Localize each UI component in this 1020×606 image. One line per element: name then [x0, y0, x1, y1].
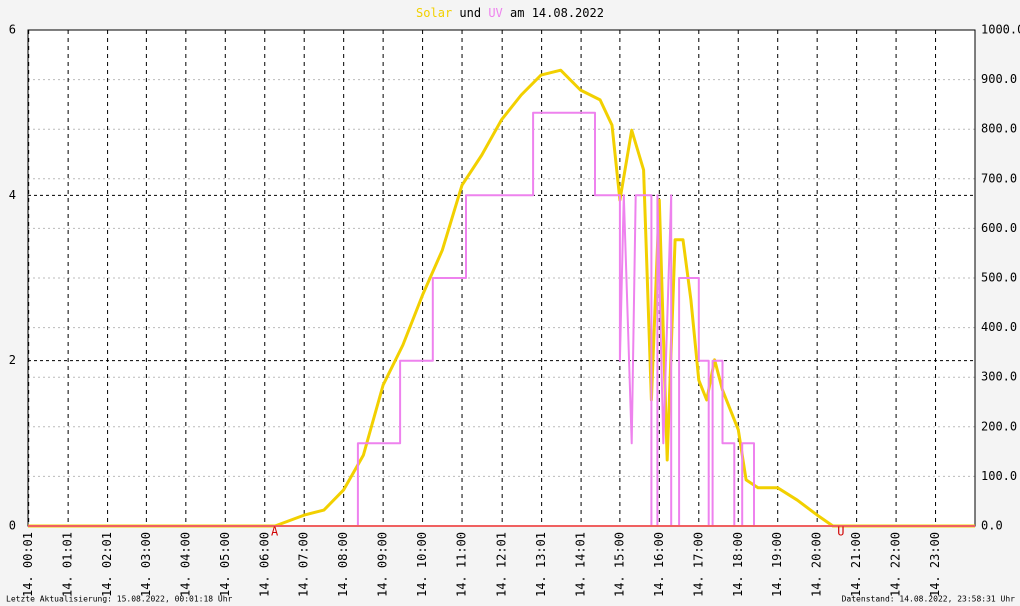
chart-title: Solar und UV am 14.08.2022	[416, 6, 604, 20]
title-uv: UV	[488, 6, 502, 20]
y2-tick-label: 600.0	[981, 221, 1017, 235]
title-connector: und	[459, 6, 481, 20]
plot-area	[28, 30, 975, 526]
x-tick-label: 14. 04:00	[178, 532, 192, 597]
x-tick-label: 14. 18:00	[731, 532, 745, 597]
x-tick-label: 14. 23:00	[928, 532, 942, 597]
y2-tick-label: 200.0	[981, 419, 1017, 433]
x-tick-label: 14. 07:00	[297, 532, 311, 597]
y2-tick-label: 500.0	[981, 271, 1017, 285]
y2-tick-label: 400.0	[981, 320, 1017, 334]
x-tick-label: 14. 14:01	[574, 532, 588, 597]
x-tick-label: 14. 15:00	[612, 532, 626, 597]
y-tick-label: 2	[9, 353, 16, 367]
y-tick-label: 6	[9, 23, 16, 37]
y2-tick-label: 0.0	[981, 519, 1003, 533]
y2-tick-label: 700.0	[981, 171, 1017, 185]
y-tick-label: 4	[9, 188, 16, 202]
x-tick-label: 14. 21:00	[849, 532, 863, 597]
y-tick-label: 0	[9, 519, 16, 533]
x-tick-label: 14. 11:00	[455, 532, 469, 597]
x-tick-label: 14. 19:00	[770, 532, 784, 597]
footer-left: Letzte Aktualisierung: 15.08.2022, 00:01…	[6, 595, 233, 604]
x-tick-label: 14. 05:00	[218, 532, 232, 597]
annotation: A	[271, 525, 279, 539]
series-line	[28, 111, 975, 527]
title-date: am 14.08.2022	[510, 6, 604, 20]
x-tick-label: 14. 09:00	[376, 532, 390, 597]
annotation: U	[837, 525, 844, 539]
y2-tick-label: 800.0	[981, 122, 1017, 136]
x-tick-label: 14. 13:01	[534, 532, 548, 597]
y2-tick-label: 1000.0	[981, 23, 1020, 37]
x-tick-label: 14. 03:00	[139, 532, 153, 597]
x-tick-label: 14. 01:01	[61, 532, 75, 597]
x-tick-label: 14. 12:01	[495, 532, 509, 597]
x-tick-label: 14. 20:00	[810, 532, 824, 597]
x-tick-label: 14. 06:00	[257, 532, 271, 597]
y2-tick-label: 900.0	[981, 72, 1017, 86]
x-tick-label: 14. 17:00	[691, 532, 705, 597]
y2-tick-label: 300.0	[981, 370, 1017, 384]
x-tick-label: 14. 02:01	[100, 532, 114, 597]
x-tick-label: 14. 16:00	[652, 532, 666, 597]
x-tick-label: 14. 00:01	[21, 532, 35, 597]
footer-right: Datenstand: 14.08.2022, 23:58:31 Uhr	[842, 595, 1016, 604]
x-tick-label: 14. 08:00	[336, 532, 350, 597]
x-tick-label: 14. 10:00	[415, 532, 429, 597]
x-tick-label: 14. 22:00	[889, 532, 903, 597]
title-solar: Solar	[416, 6, 452, 20]
y2-tick-label: 100.0	[981, 469, 1017, 483]
